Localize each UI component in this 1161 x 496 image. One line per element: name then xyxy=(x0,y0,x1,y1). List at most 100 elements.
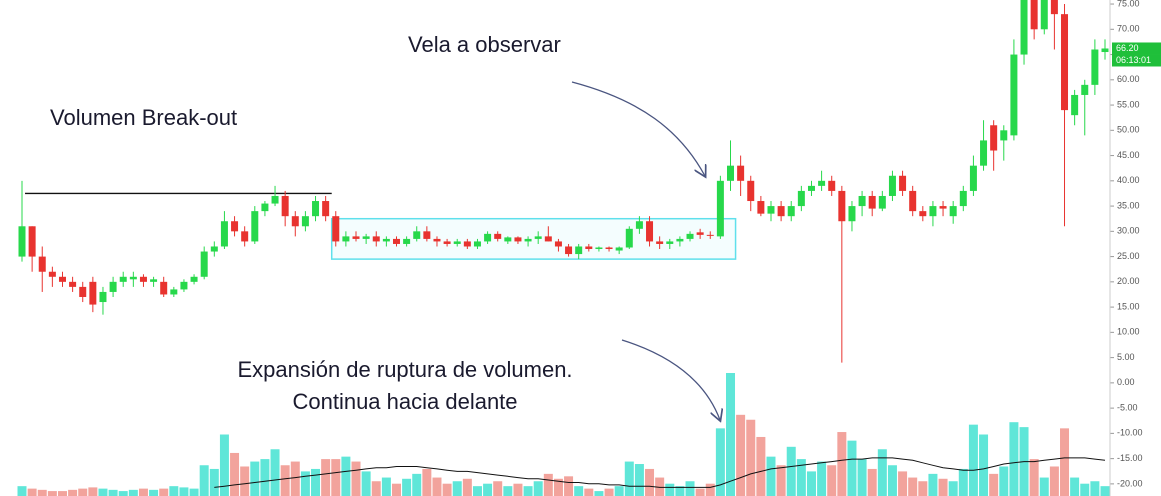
volume-bar xyxy=(128,489,138,496)
volume-bar xyxy=(553,478,563,496)
volume-bar xyxy=(240,466,250,496)
volume-bar xyxy=(736,414,746,496)
volume-bar xyxy=(624,461,634,496)
candle-body xyxy=(544,236,552,242)
volume-bar xyxy=(665,483,675,496)
volume-bar xyxy=(958,468,968,496)
candle-body xyxy=(160,281,168,295)
volume-bar xyxy=(776,465,786,496)
candle-body xyxy=(372,236,380,242)
candle-body xyxy=(403,238,411,244)
candle-body xyxy=(1071,94,1079,116)
volume-bar xyxy=(513,483,523,496)
candle-body xyxy=(473,241,481,247)
candle-body xyxy=(241,231,249,242)
volume-bar xyxy=(999,466,1009,496)
volume-bar xyxy=(402,478,412,496)
volume-bar xyxy=(877,449,887,496)
volume-bar xyxy=(1009,422,1019,496)
volume-bar xyxy=(726,373,736,496)
candle-body xyxy=(625,228,633,248)
volume-bar xyxy=(169,486,179,496)
y-tick-label: 10.00 xyxy=(1117,327,1140,337)
candle-body xyxy=(848,206,856,222)
volume-bar xyxy=(331,459,341,496)
candle-body xyxy=(929,206,937,217)
volume-bar xyxy=(17,486,27,496)
candle-body xyxy=(980,140,988,166)
volume-bar xyxy=(371,481,381,496)
candle-body xyxy=(575,246,583,255)
range-box xyxy=(330,217,737,260)
volume-bar xyxy=(391,483,401,496)
volume-bar xyxy=(1080,483,1090,496)
candle-body xyxy=(494,233,502,239)
volume-bar xyxy=(381,477,391,496)
candle-body xyxy=(180,281,188,290)
volume-bar xyxy=(321,459,331,496)
y-tick-label: 25.00 xyxy=(1117,251,1140,261)
volume-bar xyxy=(219,434,229,496)
candle-body xyxy=(312,201,320,217)
candle-body xyxy=(352,236,360,239)
candle-body xyxy=(99,291,107,303)
volume-bar xyxy=(756,436,766,496)
volume-bar xyxy=(989,473,999,496)
volume-bar xyxy=(766,456,776,496)
candle-body xyxy=(909,190,917,212)
candle-body xyxy=(1061,14,1069,111)
candle-body xyxy=(484,233,492,242)
candle-body xyxy=(666,241,674,244)
candle-body xyxy=(231,221,239,232)
candle-body xyxy=(1030,0,1038,30)
volume-bar xyxy=(806,471,816,496)
volume-bar xyxy=(230,452,240,496)
volume-bar xyxy=(199,465,209,496)
volume-bar xyxy=(189,488,199,496)
candle-body xyxy=(301,216,309,227)
candle-body xyxy=(969,165,977,191)
volume-bar xyxy=(108,489,118,496)
volume-bar xyxy=(270,449,280,496)
candle-body xyxy=(504,237,512,242)
candle-body xyxy=(433,238,441,242)
candle-body xyxy=(271,195,279,204)
volume-bar xyxy=(634,464,644,496)
candle-body xyxy=(79,286,87,297)
volume-bar xyxy=(918,481,928,496)
price-tag-label: 66.20 xyxy=(1116,43,1139,53)
candle-body xyxy=(261,203,269,212)
y-tick-label: -20.00 xyxy=(1117,478,1143,488)
candle-body xyxy=(392,238,400,244)
countdown-tag xyxy=(1112,54,1161,67)
candle-body xyxy=(706,234,714,236)
volume-bar xyxy=(159,488,169,496)
volume-bar xyxy=(311,468,321,496)
candle-body xyxy=(190,276,198,282)
volume-bar xyxy=(209,468,219,496)
volume-bar xyxy=(37,489,47,496)
candle-body xyxy=(554,241,562,247)
candle-body xyxy=(281,195,289,217)
volume-bar xyxy=(847,440,857,496)
volume-bar xyxy=(827,465,837,496)
candle-body xyxy=(990,125,998,151)
candle-body xyxy=(676,238,684,242)
y-tick-label: -5.00 xyxy=(1117,402,1138,412)
volume-bar xyxy=(908,477,918,496)
candle-body xyxy=(1091,49,1099,85)
arrow xyxy=(621,339,720,420)
volume-bar xyxy=(78,488,88,496)
volume-bar xyxy=(1029,459,1039,496)
volume-bar xyxy=(118,491,128,496)
candle-body xyxy=(565,246,573,255)
volume-bar xyxy=(543,473,553,496)
volume-bar xyxy=(88,487,98,496)
candle-body xyxy=(615,247,623,251)
volume-bar xyxy=(149,489,159,496)
candle-body xyxy=(686,233,694,239)
annotation: Vela a observar xyxy=(408,32,561,57)
volume-bar xyxy=(300,471,310,496)
volume-bar xyxy=(412,473,422,496)
candle-body xyxy=(605,247,613,250)
